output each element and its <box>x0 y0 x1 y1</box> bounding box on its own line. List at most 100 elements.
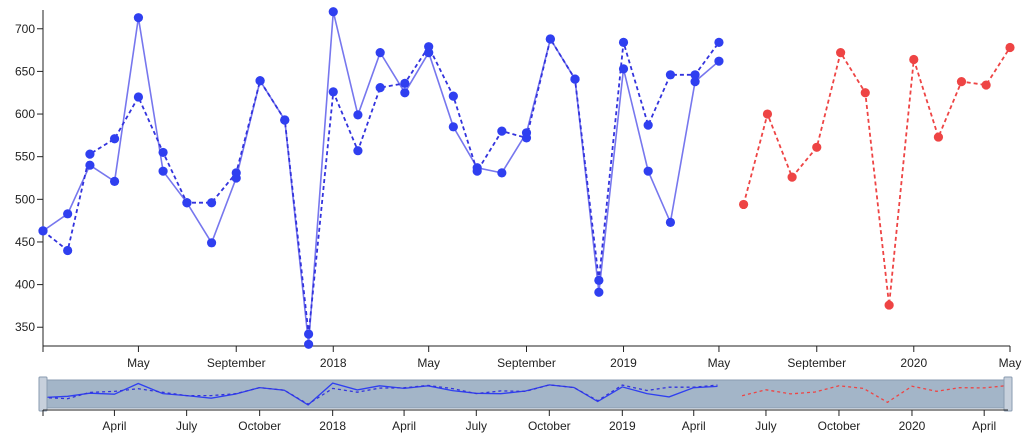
data-point[interactable] <box>400 88 410 98</box>
data-point[interactable] <box>738 199 749 210</box>
data-point[interactable] <box>158 166 168 176</box>
data-point[interactable] <box>448 91 458 101</box>
y-tick-label: 600 <box>15 107 35 121</box>
data-point[interactable] <box>304 329 314 339</box>
data-point[interactable] <box>231 168 241 178</box>
navigator-x-tick-label: July <box>755 419 776 433</box>
data-point[interactable] <box>375 48 385 58</box>
navigator-series-1 <box>42 382 718 406</box>
data-point[interactable] <box>400 78 410 88</box>
data-point[interactable] <box>836 48 846 58</box>
navigator-x-tick-label: October <box>238 419 281 433</box>
data-point[interactable] <box>545 34 555 44</box>
navigator-x-tick-label: 2020 <box>899 419 926 433</box>
navigator-right-handle[interactable] <box>1003 376 1013 412</box>
data-point[interactable] <box>570 74 580 84</box>
navigator-x-tick-label: April <box>972 419 996 433</box>
data-point[interactable] <box>375 83 385 93</box>
series-line <box>42 11 720 345</box>
data-point[interactable] <box>690 70 700 80</box>
data-point[interactable] <box>643 120 653 130</box>
data-point[interactable] <box>353 146 363 156</box>
data-point[interactable] <box>448 122 458 132</box>
data-point[interactable] <box>714 37 724 48</box>
x-tick-label: September <box>787 356 846 370</box>
data-point[interactable] <box>594 287 604 297</box>
data-point[interactable] <box>860 88 870 98</box>
data-point[interactable] <box>521 133 532 143</box>
data-point[interactable] <box>594 275 604 285</box>
data-point[interactable] <box>497 126 507 136</box>
x-tick-label: May <box>127 356 150 370</box>
data-point[interactable] <box>665 217 676 227</box>
data-point[interactable] <box>956 77 967 87</box>
series-2-markers <box>38 34 724 339</box>
data-point[interactable] <box>643 166 653 176</box>
data-point[interactable] <box>424 42 434 52</box>
data-point[interactable] <box>63 245 73 256</box>
main-plot: 350 400 450 500 550 600 650 700 May September 201… <box>15 7 1021 370</box>
data-point[interactable] <box>328 87 338 97</box>
y-tick-label: 700 <box>15 22 35 36</box>
data-point[interactable] <box>497 168 507 178</box>
data-point[interactable] <box>353 110 363 120</box>
data-point[interactable] <box>255 76 265 86</box>
series-1 <box>42 11 720 345</box>
data-point[interactable] <box>206 198 217 208</box>
data-point[interactable] <box>933 132 944 142</box>
y-tick-label: 450 <box>15 235 35 249</box>
navigator-selection[interactable] <box>42 379 1009 409</box>
data-point[interactable] <box>787 172 797 182</box>
series-line <box>42 36 720 335</box>
data-point[interactable] <box>109 134 120 144</box>
x-axis: May September 2018 May September 2019 May Septe… <box>42 345 1022 370</box>
y-tick-label: 400 <box>15 278 35 292</box>
data-point[interactable] <box>85 160 95 170</box>
data-point[interactable] <box>85 149 95 159</box>
data-point[interactable] <box>762 109 773 119</box>
data-point[interactable] <box>472 166 482 176</box>
y-axis: 350 400 450 500 550 600 650 700 <box>15 10 44 346</box>
series-3 <box>742 47 1011 306</box>
data-point[interactable] <box>158 147 168 158</box>
navigator-x-tick-label: July <box>466 419 487 433</box>
data-point[interactable] <box>618 37 629 48</box>
data-point[interactable] <box>981 80 991 90</box>
data-point[interactable] <box>714 56 724 66</box>
x-tick-label: May <box>417 356 440 370</box>
data-point[interactable] <box>1005 42 1015 53</box>
navigator-x-tick-label: July <box>176 419 197 433</box>
data-point[interactable] <box>109 176 120 187</box>
data-point[interactable] <box>884 300 894 310</box>
data-point[interactable] <box>304 339 314 349</box>
series-line <box>742 47 1011 306</box>
series-layer <box>38 7 1015 349</box>
data-point[interactable] <box>38 226 48 236</box>
navigator-x-tick-label: 2019 <box>609 419 636 433</box>
series-1-markers <box>38 7 724 349</box>
navigator-series-layer <box>42 382 1009 406</box>
data-point[interactable] <box>206 238 217 248</box>
data-point[interactable] <box>909 54 919 65</box>
x-tick-label: September <box>497 356 556 370</box>
x-tick-label: 2019 <box>610 356 637 370</box>
navigator-left-handle[interactable] <box>38 376 48 412</box>
navigator-x-tick-label: April <box>102 419 126 433</box>
series-3-markers <box>738 42 1015 310</box>
y-tick-label: 650 <box>15 64 35 78</box>
data-point[interactable] <box>812 142 822 152</box>
data-point[interactable] <box>133 13 144 23</box>
data-point[interactable] <box>63 209 73 219</box>
data-point[interactable] <box>618 64 629 74</box>
data-point[interactable] <box>328 7 338 17</box>
x-tick-label: May <box>999 356 1022 370</box>
data-point[interactable] <box>133 92 144 102</box>
time-navigator[interactable]: April July October 2018 April July October 2019… <box>38 376 1013 433</box>
data-point[interactable] <box>690 77 700 87</box>
data-point[interactable] <box>665 70 676 80</box>
data-point[interactable] <box>182 198 192 208</box>
x-tick-label: 2020 <box>900 356 927 370</box>
series-2 <box>42 36 720 335</box>
data-point[interactable] <box>280 115 290 125</box>
